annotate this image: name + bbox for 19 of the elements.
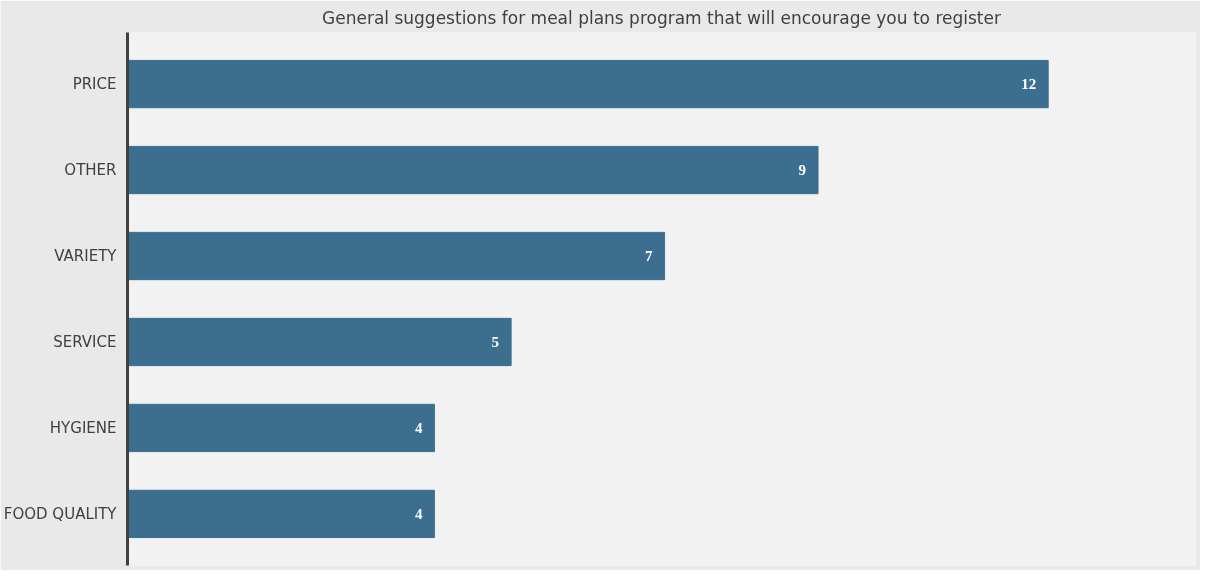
bar [127, 59, 1049, 109]
chart-title: General suggestions for meal plans program that will encourage you to register [322, 7, 1001, 28]
y-tick-label: PRICE [72, 75, 117, 94]
y-tick-label: FOOD QUALITY [3, 504, 118, 523]
bar [127, 403, 435, 453]
data-label: 4 [414, 505, 423, 522]
y-tick-label: VARIETY [54, 247, 118, 266]
y-tick-label: OTHER [64, 161, 117, 180]
bar [127, 489, 435, 539]
bar [127, 145, 819, 195]
bar [127, 317, 512, 367]
data-label: 5 [491, 333, 500, 350]
data-label: 12 [1021, 76, 1037, 93]
data-label: 9 [798, 162, 807, 179]
y-tick-label: SERVICE [53, 332, 117, 351]
bar [127, 231, 666, 281]
data-label: 7 [645, 248, 654, 265]
y-tick-label: HYGIENE [49, 418, 117, 437]
data-label: 4 [414, 419, 423, 436]
